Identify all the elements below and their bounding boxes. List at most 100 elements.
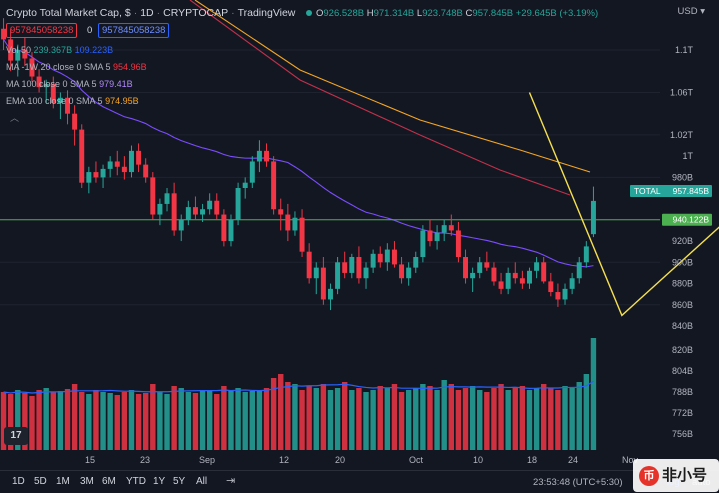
candle-body[interactable] — [15, 50, 21, 61]
candle-body[interactable] — [200, 209, 206, 215]
candle-body[interactable] — [391, 249, 397, 265]
calendar-icon[interactable]: ⇥ — [226, 475, 236, 487]
candle-body[interactable] — [342, 262, 348, 273]
candle-body[interactable] — [292, 217, 298, 231]
candle-body[interactable] — [470, 272, 476, 279]
interval-label[interactable]: 1D — [140, 7, 154, 19]
candle-body[interactable] — [150, 177, 156, 215]
candle-body[interactable] — [320, 267, 326, 300]
candle-body[interactable] — [434, 232, 440, 242]
timeframe-5y[interactable]: 5Y — [173, 476, 186, 487]
candle-body[interactable] — [57, 97, 63, 104]
candle-body[interactable] — [512, 272, 518, 279]
symbol-title[interactable]: Crypto Total Market Cap, $ — [6, 7, 131, 19]
candle-body[interactable] — [576, 262, 582, 279]
candle-body[interactable] — [448, 225, 454, 231]
timeframe-1d[interactable]: 1D — [12, 476, 25, 487]
candle-body[interactable] — [306, 251, 312, 279]
candle-body[interactable] — [214, 200, 220, 215]
candle-body[interactable] — [498, 281, 504, 289]
candle-body[interactable] — [128, 150, 134, 173]
timeframe-1m[interactable]: 1M — [56, 476, 70, 487]
candle-body[interactable] — [114, 161, 120, 167]
candle-body[interactable] — [562, 288, 568, 300]
currency-selector[interactable]: USD ▾ — [677, 6, 705, 17]
candle-body[interactable] — [22, 50, 28, 59]
timeframe-all[interactable]: All — [196, 476, 208, 487]
candle-body[interactable] — [171, 193, 177, 231]
candle-body[interactable] — [363, 267, 369, 279]
candle-body[interactable] — [299, 217, 305, 252]
timeframe-5d[interactable]: 5D — [34, 476, 47, 487]
candle-body[interactable] — [178, 219, 184, 231]
timeframe-1y[interactable]: 1Y — [153, 476, 166, 487]
candle-body[interactable] — [455, 230, 461, 257]
candle-body[interactable] — [50, 83, 56, 104]
sell-price-box[interactable]: 957845058238 — [6, 23, 78, 38]
candle-body[interactable] — [192, 207, 198, 215]
candle-body[interactable] — [463, 257, 469, 279]
pattern-drawing[interactable] — [528, 92, 719, 336]
candle-body[interactable] — [185, 207, 191, 220]
indicator-legend-1[interactable]: MA -1W 20 close 0 SMA 5 954.96B — [6, 62, 147, 72]
candle-body[interactable] — [484, 262, 490, 268]
tradingview-logo[interactable]: 17 — [4, 427, 28, 445]
candle-body[interactable] — [86, 172, 92, 183]
candle-body[interactable] — [413, 257, 419, 268]
candle-body[interactable] — [43, 83, 49, 88]
candle-body[interactable] — [519, 278, 525, 284]
candle-body[interactable] — [406, 267, 412, 279]
candle-body[interactable] — [526, 270, 532, 284]
candle-body[interactable] — [235, 188, 241, 220]
chevron-up-icon[interactable]: ︿ — [10, 113, 20, 123]
candle-body[interactable] — [491, 267, 497, 282]
candle-body[interactable] — [157, 203, 163, 215]
candle-body[interactable] — [65, 97, 71, 114]
candle-body[interactable] — [569, 278, 575, 289]
candle-body[interactable] — [377, 253, 383, 263]
timeframe-ytd[interactable]: YTD — [126, 476, 146, 487]
candle-body[interactable] — [36, 76, 42, 88]
candle-body[interactable] — [8, 39, 14, 61]
candle-body[interactable] — [228, 219, 234, 242]
candle-body[interactable] — [207, 200, 213, 210]
candle-body[interactable] — [79, 129, 85, 183]
candle-body[interactable] — [256, 150, 262, 162]
candle-body[interactable] — [164, 193, 170, 204]
candle-body[interactable] — [356, 257, 362, 279]
candle-body[interactable] — [384, 249, 390, 263]
candle-body[interactable] — [505, 272, 511, 289]
candle-body[interactable] — [541, 262, 547, 282]
candle-body[interactable] — [100, 168, 106, 178]
candle-body[interactable] — [548, 281, 554, 293]
candle-body[interactable] — [285, 214, 291, 231]
candle-body[interactable] — [427, 230, 433, 242]
candle-body[interactable] — [534, 262, 540, 271]
candle-body[interactable] — [72, 113, 78, 130]
candle-body[interactable] — [278, 209, 284, 215]
candle-body[interactable] — [399, 264, 405, 279]
candle-body[interactable] — [29, 58, 35, 77]
candle-body[interactable] — [93, 172, 99, 178]
candle-body[interactable] — [143, 164, 149, 178]
candle-body[interactable] — [420, 230, 426, 257]
candle-body[interactable] — [477, 262, 483, 273]
candle-body[interactable] — [313, 267, 319, 279]
candle-body[interactable] — [349, 257, 355, 273]
candle-body[interactable] — [335, 262, 341, 289]
indicator-legend-0[interactable]: Vol 50 239.367B 109.223B — [6, 45, 113, 55]
candle-body[interactable] — [107, 161, 113, 169]
candle-body[interactable] — [264, 150, 270, 162]
candle-body[interactable] — [121, 166, 127, 173]
candle-body[interactable] — [441, 225, 447, 233]
candle-body[interactable] — [590, 200, 596, 235]
candle-body[interactable] — [249, 161, 255, 183]
candle-body[interactable] — [555, 292, 561, 300]
buy-price-box[interactable]: 957845058238 — [98, 23, 170, 38]
candle-body[interactable] — [370, 253, 376, 268]
candle-body[interactable] — [1, 28, 7, 40]
indicator-legend-2[interactable]: MA 100 close 0 SMA 5 979.41B — [6, 79, 133, 89]
candle-body[interactable] — [271, 161, 277, 210]
timeframe-6m[interactable]: 6M — [102, 476, 116, 487]
